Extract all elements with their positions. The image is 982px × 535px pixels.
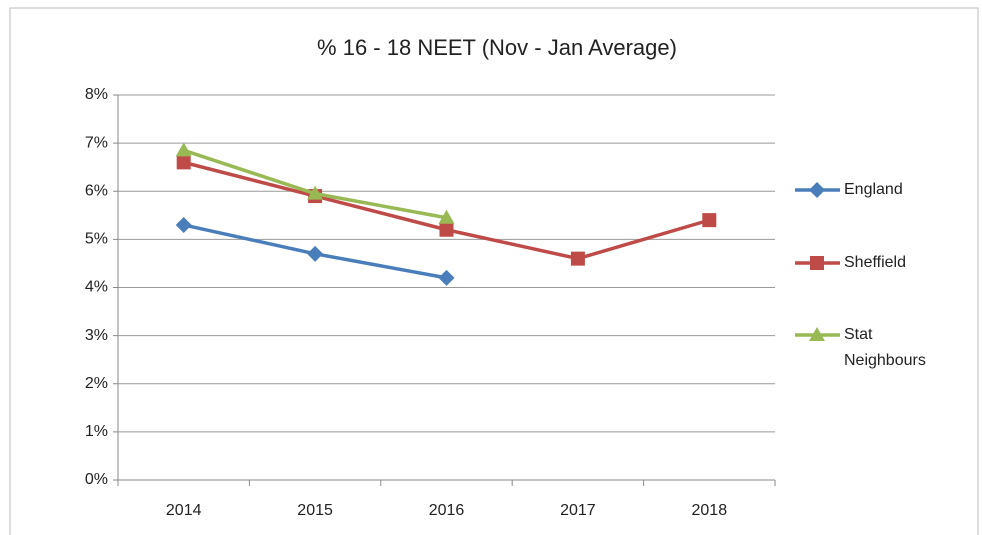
data-point xyxy=(439,222,454,237)
x-tick-label: 2018 xyxy=(692,502,728,519)
y-tick-label: 6% xyxy=(85,182,108,199)
y-tick-label: 1% xyxy=(85,423,108,440)
x-tick-label: 2017 xyxy=(560,502,596,519)
y-tick-label: 5% xyxy=(85,231,108,248)
x-tick-label: 2015 xyxy=(297,502,333,519)
y-tick-label: 8% xyxy=(85,86,108,103)
data-point xyxy=(702,213,717,228)
legend-label: England xyxy=(844,181,903,198)
chart-title: % 16 - 18 NEET (Nov - Jan Average) xyxy=(317,35,677,60)
y-tick-label: 2% xyxy=(85,375,108,392)
x-tick-label: 2016 xyxy=(429,502,465,519)
chart-border xyxy=(9,7,979,535)
y-tick-label: 0% xyxy=(85,471,108,488)
y-tick-label: 7% xyxy=(85,134,108,151)
legend-label: Stat Neighbours xyxy=(844,326,926,369)
series-line xyxy=(183,148,447,220)
legend-marker xyxy=(809,327,825,341)
y-tick-label: 4% xyxy=(85,279,108,296)
legend-label: Sheffield xyxy=(844,254,906,271)
x-tick-label: 2014 xyxy=(166,502,202,519)
legend-marker xyxy=(810,256,824,270)
data-point xyxy=(176,155,191,170)
legend-marker xyxy=(809,182,825,198)
data-point xyxy=(438,209,455,224)
data-point xyxy=(570,251,585,266)
data-point xyxy=(438,269,455,286)
data-point xyxy=(307,245,324,262)
data-point xyxy=(307,185,324,200)
data-point xyxy=(175,142,192,157)
data-point xyxy=(175,216,192,233)
y-tick-label: 3% xyxy=(85,327,108,344)
